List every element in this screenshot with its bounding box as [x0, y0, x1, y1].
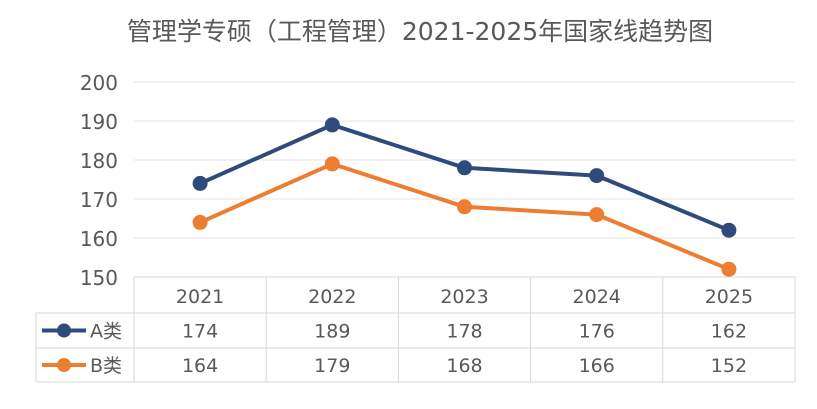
table-cell-value: 174: [182, 321, 218, 343]
table-cell-value: 179: [314, 355, 350, 377]
legend-label: B类: [90, 355, 122, 377]
x-category-label: 2022: [308, 286, 356, 308]
table-cell-value: 162: [711, 321, 747, 343]
series-line: [199, 161, 730, 272]
chart-title: 管理学专硕（工程管理）2021-2025年国家线趋势图: [127, 17, 713, 46]
table-cell-value: 166: [579, 355, 615, 377]
x-category-label: 2025: [705, 286, 753, 308]
legend-marker: [57, 323, 71, 338]
table-cell-value: 164: [182, 355, 218, 377]
y-tick-label: 170: [80, 188, 118, 212]
y-tick-label: 180: [80, 149, 118, 173]
x-category-label: 2021: [176, 286, 224, 308]
table-cell-value: 168: [446, 355, 482, 377]
x-category-label: 2024: [573, 286, 621, 308]
series-line: [199, 122, 730, 233]
data-point: [324, 117, 340, 133]
data-point: [589, 168, 605, 184]
data-point: [192, 214, 208, 230]
data-point: [721, 222, 737, 238]
table-cell-value: 176: [579, 321, 615, 343]
table-cell-value: 189: [314, 321, 350, 343]
legend-label: A类: [90, 321, 122, 343]
y-tick-label: 190: [80, 110, 118, 134]
data-point: [589, 207, 605, 223]
data-point: [324, 156, 340, 172]
x-category-label: 2023: [440, 286, 488, 308]
table-cell-value: 178: [446, 321, 482, 343]
data-point: [721, 261, 737, 277]
data-point: [457, 199, 472, 215]
y-tick-label: 200: [80, 71, 118, 95]
data-point: [457, 160, 472, 176]
data-point: [192, 175, 208, 191]
y-tick-label: 160: [80, 227, 118, 251]
table-cell-value: 152: [711, 355, 747, 377]
y-tick-label: 150: [80, 266, 118, 290]
legend-marker: [57, 358, 71, 372]
